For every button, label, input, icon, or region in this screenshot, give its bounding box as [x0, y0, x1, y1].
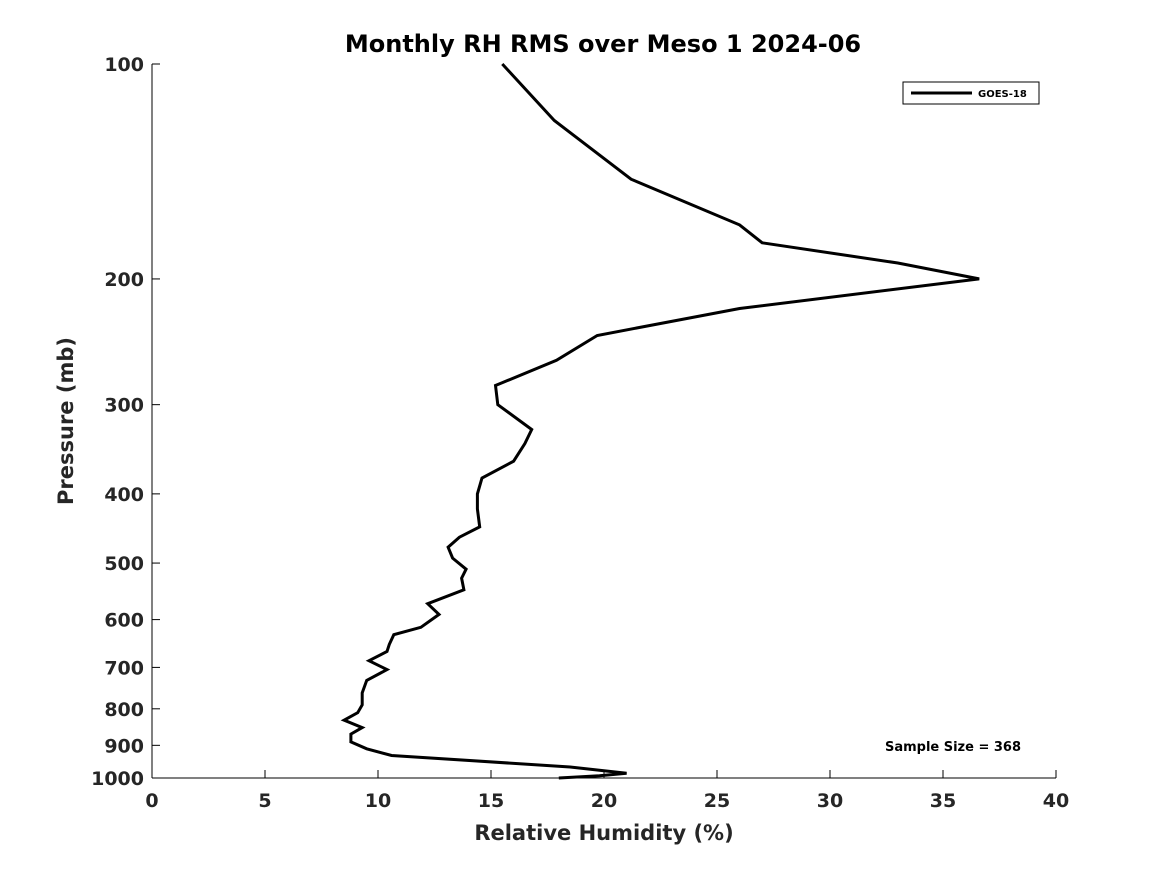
- x-tick-label: 20: [591, 790, 617, 812]
- x-tick-label: 0: [145, 790, 158, 812]
- legend-label: GOES-18: [978, 89, 1027, 100]
- x-tick-label: 35: [930, 790, 956, 812]
- y-tick-label: 500: [104, 553, 144, 575]
- y-tick-label: 700: [104, 657, 144, 679]
- x-tick-label: 10: [365, 790, 391, 812]
- y-tick-label: 1000: [91, 768, 144, 790]
- y-tick-label: 800: [104, 699, 144, 721]
- x-tick-label: 15: [478, 790, 504, 812]
- series-line-goes-18: [340, 62, 980, 780]
- x-tick-label: 5: [258, 790, 271, 812]
- y-axis-ticks: 100 200 300 400 500 600 700 800 900 1000: [91, 54, 160, 790]
- y-tick-label: 400: [104, 484, 144, 506]
- x-axis-label: Relative Humidity (%): [474, 821, 733, 845]
- x-tick-label: 40: [1043, 790, 1069, 812]
- series-lines: [340, 62, 980, 780]
- sample-size-annotation: Sample Size = 368: [885, 740, 1021, 755]
- x-tick-label: 25: [704, 790, 730, 812]
- y-tick-label: 100: [104, 54, 144, 76]
- x-tick-label: 30: [817, 790, 843, 812]
- x-axis-ticks: 0 5 10 15 20 25 30 35 40: [145, 770, 1069, 812]
- y-tick-label: 300: [104, 395, 144, 417]
- y-tick-label: 200: [104, 269, 144, 291]
- chart-title: Monthly RH RMS over Meso 1 2024-06: [345, 30, 861, 58]
- y-axis-label: Pressure (mb): [54, 337, 78, 505]
- y-tick-label: 600: [104, 610, 144, 632]
- y-tick-label: 900: [104, 735, 144, 757]
- legend: GOES-18: [902, 81, 1040, 105]
